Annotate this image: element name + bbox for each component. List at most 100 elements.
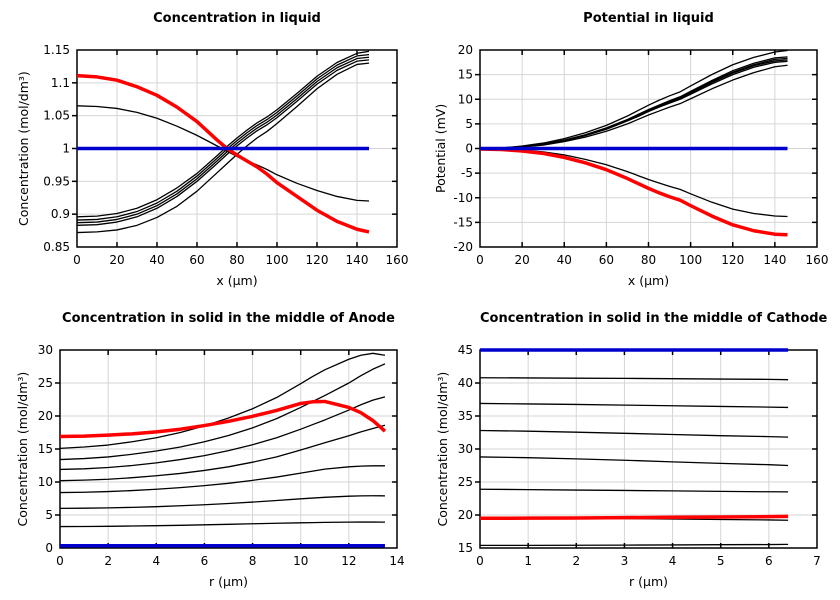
x-tick-label: 2 xyxy=(104,554,112,568)
black-ascending-3 xyxy=(76,56,370,224)
x-tick-label: 12 xyxy=(341,554,356,568)
black-curve-2 xyxy=(479,402,789,409)
x-tick-label: 1 xyxy=(524,554,532,568)
black-curve-1 xyxy=(479,377,789,381)
y-tick-label: 45 xyxy=(458,343,473,357)
x-axis-label: x (µm) xyxy=(627,273,670,288)
x-tick-label: 80 xyxy=(229,253,244,267)
black-curve-2 xyxy=(59,363,386,461)
x-tick-label: 10 xyxy=(293,554,308,568)
y-tick-label: 5 xyxy=(465,117,473,131)
x-tick-label: 100 xyxy=(266,253,289,267)
y-tick-label: 15 xyxy=(458,68,473,82)
x-tick-label: 0 xyxy=(56,554,64,568)
panel-concentration-solid-cathode: Concentration in solid in the middle of … xyxy=(420,300,840,600)
x-tick-label: 120 xyxy=(721,253,744,267)
y-tick-label: 10 xyxy=(458,92,473,106)
x-tick-label: 120 xyxy=(306,253,329,267)
red-highlight-curve xyxy=(479,147,788,237)
x-tick-label: 40 xyxy=(149,253,164,267)
black-curve-1 xyxy=(59,352,386,449)
y-tick-label: 15 xyxy=(458,541,473,555)
chart-title: Concentration in solid in the middle of … xyxy=(62,311,395,326)
x-tick-label: 60 xyxy=(599,253,614,267)
red-highlight-curve xyxy=(479,514,789,521)
x-tick-label: 160 xyxy=(386,253,409,267)
x-axis-label: r (µm) xyxy=(209,574,248,589)
x-tick-label: 3 xyxy=(621,554,629,568)
plot-area-concentration-solid-anode: 0 2 4 6 8 10 12 14 0 5 10 15 20 25 30 xyxy=(38,343,405,568)
x-axis-label: x (µm) xyxy=(216,273,258,288)
black-curve-3 xyxy=(479,429,789,438)
black-curve-3 xyxy=(59,396,386,471)
y-tick-label: 30 xyxy=(458,442,473,456)
x-tick-label: 7 xyxy=(813,554,821,568)
y-tick-label: 20 xyxy=(458,508,473,522)
x-tick-label: 100 xyxy=(679,253,702,267)
black-ascending-2 xyxy=(76,53,370,221)
red-highlight-curve xyxy=(59,399,387,439)
black-ascending-1 xyxy=(479,49,788,150)
x-tick-label: 160 xyxy=(806,253,829,267)
y-tick-label: 1.15 xyxy=(43,43,70,57)
x-tick-label: 4 xyxy=(669,554,677,568)
x-tick-label: 20 xyxy=(109,253,124,267)
black-ascending-6 xyxy=(479,64,788,150)
plot-area-potential-in-liquid: 0 20 40 60 80 100 120 140 160 -20 -15 -10 -5 0 5 10 15 20 xyxy=(453,43,829,267)
chart-title: Concentration in solid in the middle of … xyxy=(480,311,828,326)
y-tick-label: 40 xyxy=(458,376,473,390)
panel-potential-in-liquid: Potential in liquid Potential (mV) 0 20 40… xyxy=(420,0,840,300)
y-tick-label: -15 xyxy=(453,215,473,229)
black-curve-4 xyxy=(59,424,386,482)
black-ascending-4 xyxy=(76,59,370,226)
x-tick-label: 40 xyxy=(557,253,572,267)
y-tick-label: -5 xyxy=(461,166,473,180)
y-tick-label: 30 xyxy=(38,343,53,357)
x-tick-label: 0 xyxy=(476,554,484,568)
x-tick-label: 6 xyxy=(765,554,773,568)
y-tick-label: 0.9 xyxy=(51,207,70,221)
panel-concentration-solid-anode: Concentration in solid in the middle of … xyxy=(0,300,420,600)
y-tick-label: 10 xyxy=(38,475,53,489)
y-tick-label: 5 xyxy=(45,508,53,522)
x-tick-label: 6 xyxy=(201,554,209,568)
y-tick-label: 1.1 xyxy=(51,76,70,90)
y-tick-label: 1.05 xyxy=(43,109,70,123)
y-tick-label: 20 xyxy=(38,409,53,423)
x-tick-label: 14 xyxy=(389,554,404,568)
y-tick-label: 0 xyxy=(465,142,473,156)
x-tick-label: 0 xyxy=(476,253,484,267)
chart-title: Potential in liquid xyxy=(583,11,714,26)
x-tick-label: 80 xyxy=(641,253,656,267)
x-tick-label: 140 xyxy=(346,253,369,267)
y-tick-label: -10 xyxy=(453,191,473,205)
y-tick-label: 25 xyxy=(38,376,53,390)
chart-title: Concentration in liquid xyxy=(153,11,321,26)
black-curve-5 xyxy=(479,488,789,493)
y-tick-label: 1 xyxy=(62,142,70,156)
y-tick-label: 35 xyxy=(458,409,473,423)
panel-concentration-in-liquid: Concentration in liquid Concentration (m… xyxy=(0,0,420,300)
x-tick-label: 5 xyxy=(717,554,725,568)
plot-area-concentration-in-liquid: 0 20 40 60 80 100 120 140 160 0.85 0.9 0.95 1 1.05 1.1… xyxy=(43,43,409,267)
x-tick-label: 0 xyxy=(73,253,81,267)
x-tick-label: 8 xyxy=(249,554,257,568)
x-tick-label: 4 xyxy=(152,554,160,568)
x-tick-label: 20 xyxy=(514,253,529,267)
black-curve-7 xyxy=(59,521,385,528)
red-highlight-curve xyxy=(76,73,370,234)
y-tick-label: 0.95 xyxy=(43,174,70,188)
x-tick-label: 60 xyxy=(189,253,204,267)
black-ascending-1 xyxy=(76,50,370,218)
x-tick-label: 140 xyxy=(763,253,786,267)
y-tick-label: 25 xyxy=(458,475,473,489)
black-ascending-4 xyxy=(479,59,788,150)
y-tick-label: 0.85 xyxy=(43,240,70,254)
black-curve-6 xyxy=(59,495,385,510)
black-curve-4 xyxy=(479,456,789,467)
black-curve-7 xyxy=(480,543,789,547)
y-tick-label: 15 xyxy=(38,442,53,456)
y-tick-label: 20 xyxy=(458,43,473,57)
